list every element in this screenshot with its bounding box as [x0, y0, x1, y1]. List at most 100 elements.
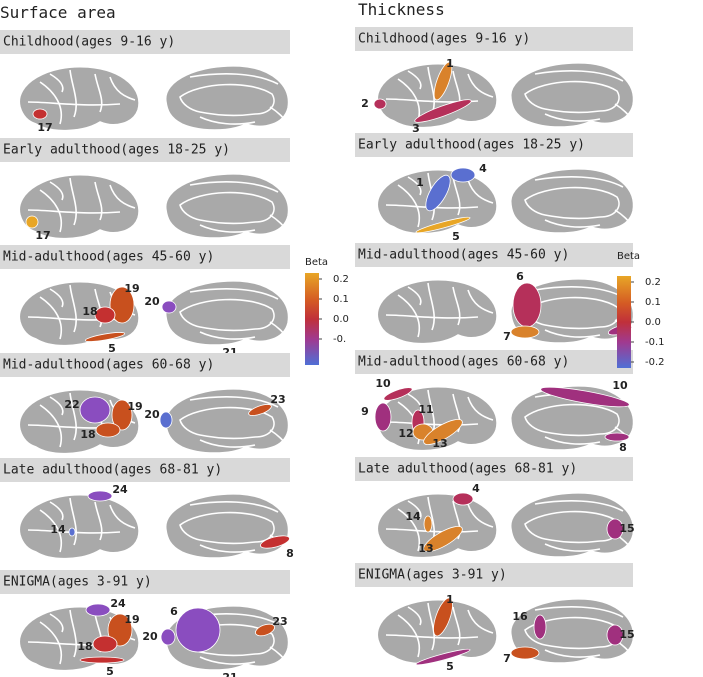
region: [604, 432, 630, 442]
sulcus: [49, 396, 64, 416]
region-label: 5: [106, 665, 114, 677]
sulcus: [534, 286, 624, 298]
sulcus: [385, 528, 479, 533]
panel-title: Thickness: [358, 0, 445, 19]
sulcus: [544, 436, 601, 445]
region-label: 10: [612, 379, 628, 392]
region-label: 12: [398, 427, 413, 440]
region: [109, 286, 135, 324]
region-label: 18: [77, 640, 92, 653]
sulcus: [39, 404, 62, 448]
sulcus: [407, 500, 422, 520]
cortex: [18, 280, 140, 347]
sulcus: [39, 81, 62, 125]
sulcus: [385, 314, 479, 319]
colorbar-tick-label: 0.2: [333, 274, 349, 285]
cortex: [510, 62, 635, 128]
sulcus: [69, 609, 77, 658]
row-header-bar: [0, 138, 290, 162]
medial-brain: 10 8: [510, 379, 635, 454]
region: [92, 635, 118, 653]
sulcus: [49, 501, 64, 521]
lateral-brain: 15: [376, 593, 498, 673]
sulcus: [385, 634, 479, 639]
sulcus: [524, 80, 620, 114]
sulcus: [467, 396, 494, 421]
sulcus: [199, 116, 256, 125]
sulcus: [524, 186, 620, 220]
sulcus: [49, 73, 64, 93]
row-header: Mid-adulthood(ages 45-60 y): [358, 248, 569, 263]
cortex: [165, 173, 290, 239]
region: [373, 98, 387, 110]
row-header: ENIGMA(ages 3-91 y): [3, 575, 152, 590]
row-header-bar: [355, 563, 633, 587]
region: [95, 422, 121, 438]
region-label: 7: [503, 330, 511, 343]
cortex: [18, 173, 140, 240]
sulcus: [27, 209, 121, 214]
cortex: [376, 278, 498, 345]
lateral-brain: 10 9 11 12 13: [361, 377, 498, 452]
cortex: [18, 65, 140, 132]
sulcus: [544, 113, 601, 122]
region: [159, 411, 173, 429]
sulcus: [407, 70, 422, 90]
sulcus: [407, 606, 422, 626]
region-label: 23: [272, 615, 287, 628]
sulcus: [397, 614, 420, 658]
region-label: 8: [286, 547, 294, 560]
row-header-bar: [0, 353, 290, 377]
sulcus: [524, 510, 620, 544]
sulcus: [179, 83, 275, 117]
sulcus: [452, 286, 461, 326]
colorbar-tick-label: 0.1: [333, 294, 349, 305]
row-header-bar: [355, 133, 633, 157]
sulcus: [189, 396, 279, 408]
lateral-brain: 17: [18, 173, 140, 242]
region-label: 1: [446, 593, 454, 606]
region-label: 19: [127, 400, 142, 413]
medial-brain: [510, 62, 635, 128]
region: [512, 282, 542, 328]
sulcus: [94, 73, 103, 113]
colorbar-tick-label: 0.2: [645, 277, 661, 288]
row-header-bar: [355, 243, 633, 267]
lateral-brain: 19 18 5: [18, 280, 140, 355]
row-header: Mid-adulthood(ages 45-60 y): [3, 250, 214, 265]
region: [606, 518, 624, 540]
sulcus: [269, 106, 287, 123]
sulcus: [189, 181, 279, 193]
sulcus: [269, 214, 287, 231]
row-header-bar: [355, 350, 633, 374]
region-label: 23: [270, 393, 285, 406]
row-header: Mid-adulthood(ages 60-68 y): [3, 358, 214, 373]
region-label: 9: [361, 405, 369, 418]
region-label: 24: [110, 597, 126, 610]
region-label: 17: [35, 229, 50, 242]
region: [533, 614, 547, 640]
sulcus: [49, 613, 64, 633]
sulcus: [544, 543, 601, 552]
sulcus: [189, 73, 279, 85]
region-label: 21: [222, 671, 237, 677]
medial-brain: 16 7 15: [503, 598, 635, 665]
cortex: [165, 65, 290, 131]
region: [423, 526, 463, 552]
sulcus: [269, 646, 287, 663]
sulcus: [199, 331, 256, 340]
row-header-bar: [0, 570, 290, 594]
sulcus: [407, 176, 422, 196]
row-header-bar: [355, 27, 633, 51]
region-label: 5: [108, 342, 116, 355]
sulcus: [69, 69, 77, 118]
colorbar: [617, 276, 631, 368]
sulcus: [94, 501, 103, 541]
region-label: 2: [361, 97, 369, 110]
region-label: 10: [375, 377, 391, 390]
region-label: 6: [170, 605, 178, 618]
lateral-brain: 17: [18, 65, 140, 134]
sulcus: [427, 602, 435, 651]
